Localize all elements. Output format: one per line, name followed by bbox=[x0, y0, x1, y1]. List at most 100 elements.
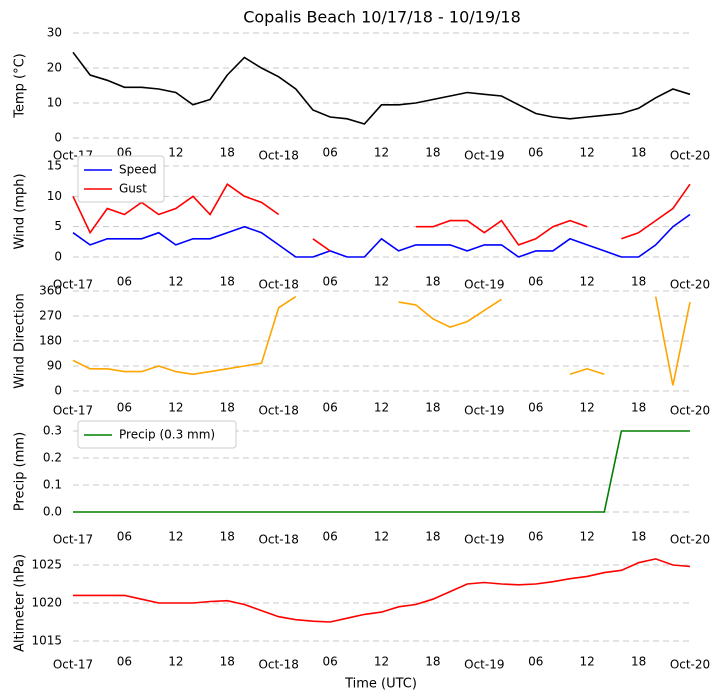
series-line bbox=[72, 183, 691, 252]
x-tick-label: 06 bbox=[322, 530, 337, 544]
y-tick-label: 20 bbox=[47, 61, 62, 75]
x-tick-label: 12 bbox=[580, 530, 595, 544]
x-tick-label: Oct-17 bbox=[53, 533, 93, 547]
x-tick-label: Oct-20 bbox=[670, 404, 710, 418]
x-tick-label: Oct-17 bbox=[53, 278, 93, 292]
x-tick-label: 18 bbox=[631, 530, 646, 544]
y-tick-label: 30 bbox=[47, 26, 62, 40]
x-axis-label: Time (UTC) bbox=[344, 677, 417, 692]
legend-box bbox=[77, 420, 237, 449]
x-tick-label: 06 bbox=[322, 401, 337, 415]
x-tick-label: Oct-19 bbox=[464, 278, 504, 292]
x-tick-label: Oct-19 bbox=[464, 658, 504, 672]
x-tick-label: 18 bbox=[220, 530, 235, 544]
x-tick-label: 12 bbox=[374, 401, 389, 415]
series-line bbox=[73, 430, 690, 513]
x-tick-label: Oct-17 bbox=[53, 404, 93, 418]
x-tick-label: 18 bbox=[631, 146, 646, 160]
x-tick-label: 06 bbox=[528, 401, 543, 415]
y-tick-label: 0 bbox=[54, 250, 62, 264]
x-tick-label: 06 bbox=[528, 275, 543, 289]
y-tick-label: 270 bbox=[39, 309, 62, 323]
x-tick-label: 06 bbox=[117, 655, 132, 669]
x-tick-label: 12 bbox=[374, 655, 389, 669]
x-tick-label: Oct-19 bbox=[464, 533, 504, 547]
x-tick-label: Oct-20 bbox=[670, 533, 710, 547]
y-tick-label: 1015 bbox=[31, 634, 62, 648]
x-tick-label: 18 bbox=[220, 655, 235, 669]
x-tick-label: 12 bbox=[374, 275, 389, 289]
x-tick-label: 06 bbox=[322, 655, 337, 669]
y-axis-label: Precip (mm) bbox=[13, 432, 28, 511]
x-tick-label: 18 bbox=[220, 146, 235, 160]
x-tick-label: 12 bbox=[374, 530, 389, 544]
chart-title: Copalis Beach 10/17/18 - 10/19/18 bbox=[243, 8, 521, 27]
x-tick-label: 12 bbox=[580, 275, 595, 289]
x-tick-label: Oct-18 bbox=[258, 149, 298, 163]
x-tick-label: Oct-18 bbox=[258, 278, 298, 292]
legend-label: Precip (0.3 mm) bbox=[119, 428, 215, 442]
y-axis-label: Altimeter (hPa) bbox=[13, 554, 28, 652]
y-tick-label: 90 bbox=[47, 359, 62, 373]
x-tick-label: 06 bbox=[528, 655, 543, 669]
x-tick-label: 06 bbox=[322, 146, 337, 160]
y-tick-label: 180 bbox=[39, 334, 62, 348]
y-axis-label: Wind Direction bbox=[13, 293, 28, 389]
y-tick-label: 10 bbox=[47, 189, 62, 203]
x-tick-label: 12 bbox=[168, 275, 183, 289]
x-tick-label: 12 bbox=[168, 530, 183, 544]
x-tick-label: 18 bbox=[425, 401, 440, 415]
x-tick-label: 06 bbox=[528, 530, 543, 544]
y-tick-label: 5 bbox=[54, 219, 62, 233]
legend-box bbox=[77, 155, 165, 203]
y-tick-label: 0 bbox=[54, 131, 62, 145]
x-tick-label: 12 bbox=[580, 146, 595, 160]
x-tick-label: 12 bbox=[168, 146, 183, 160]
series-line bbox=[72, 295, 691, 386]
x-tick-label: Oct-20 bbox=[670, 658, 710, 672]
x-tick-label: 18 bbox=[425, 146, 440, 160]
x-tick-label: 12 bbox=[168, 655, 183, 669]
x-tick-label: 06 bbox=[117, 275, 132, 289]
x-tick-label: 06 bbox=[117, 401, 132, 415]
x-tick-label: 06 bbox=[322, 275, 337, 289]
x-tick-label: 12 bbox=[374, 146, 389, 160]
x-tick-label: Oct-20 bbox=[670, 149, 710, 163]
series-line bbox=[72, 51, 691, 125]
y-tick-label: 1020 bbox=[31, 596, 62, 610]
x-tick-label: Oct-18 bbox=[258, 404, 298, 418]
y-tick-label: 0.2 bbox=[43, 451, 62, 465]
y-tick-label: 360 bbox=[39, 284, 62, 298]
x-tick-label: 12 bbox=[580, 401, 595, 415]
y-tick-label: 0.3 bbox=[43, 424, 62, 438]
x-tick-label: 06 bbox=[117, 530, 132, 544]
x-tick-label: 18 bbox=[425, 275, 440, 289]
series-line bbox=[73, 558, 691, 623]
y-tick-label: 15 bbox=[47, 159, 62, 173]
x-tick-label: Oct-19 bbox=[464, 404, 504, 418]
x-tick-label: 06 bbox=[528, 146, 543, 160]
x-tick-label: Oct-18 bbox=[258, 533, 298, 547]
x-tick-label: 18 bbox=[631, 655, 646, 669]
x-tick-label: Oct-18 bbox=[258, 658, 298, 672]
y-tick-label: 10 bbox=[47, 96, 62, 110]
x-tick-label: 18 bbox=[220, 275, 235, 289]
y-tick-label: 0.1 bbox=[43, 478, 62, 492]
x-tick-label: 18 bbox=[631, 401, 646, 415]
legend-label: Speed bbox=[119, 163, 157, 177]
y-axis-label: Temp (°C) bbox=[13, 53, 28, 119]
x-tick-label: Oct-20 bbox=[670, 278, 710, 292]
y-tick-label: 1025 bbox=[31, 558, 62, 572]
x-tick-label: 18 bbox=[425, 530, 440, 544]
series-line bbox=[72, 213, 691, 258]
x-tick-label: 18 bbox=[631, 275, 646, 289]
y-tick-label: 0.0 bbox=[43, 505, 62, 519]
x-tick-label: 18 bbox=[220, 401, 235, 415]
y-tick-label: 0 bbox=[54, 384, 62, 398]
x-tick-label: 18 bbox=[425, 655, 440, 669]
legend-label: Gust bbox=[119, 182, 147, 196]
x-tick-label: Oct-19 bbox=[464, 149, 504, 163]
x-tick-label: Oct-17 bbox=[53, 658, 93, 672]
x-tick-label: 12 bbox=[580, 655, 595, 669]
